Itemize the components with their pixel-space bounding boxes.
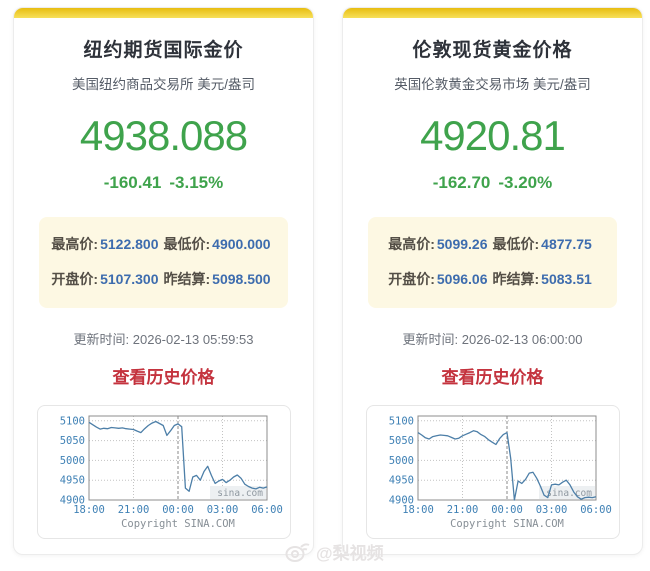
high-label: 最高价:	[388, 236, 435, 253]
svg-text:sina.com: sina.com	[217, 488, 263, 499]
change-percent: -3.15%	[169, 173, 224, 193]
card-subtitle: 英国伦敦黄金交易市场 美元/盎司	[394, 77, 591, 92]
update-time-label: 更新时间:	[402, 332, 459, 348]
view-history-link[interactable]: 查看历史价格	[112, 368, 215, 388]
svg-text:21:00: 21:00	[117, 504, 149, 516]
svg-text:5100: 5100	[388, 416, 413, 428]
svg-text:18:00: 18:00	[73, 504, 105, 516]
prev-settle-label: 昨结算:	[163, 271, 211, 288]
prev-settle-label: 昨结算:	[492, 271, 540, 288]
card-gold-top-bar	[343, 8, 642, 18]
update-time-value: 2026-02-13 06:00:00	[461, 332, 583, 348]
svg-text:sina.com: sina.com	[546, 488, 592, 499]
change-percent: -3.20%	[498, 173, 553, 193]
card-london-spot-gold: 伦敦现货黄金价格 英国伦敦黄金交易市场 美元/盎司 4920.81 -162.7…	[342, 7, 643, 555]
svg-text:4950: 4950	[388, 475, 413, 487]
svg-text:5000: 5000	[388, 455, 413, 467]
update-time: 更新时间: 2026-02-13 06:00:00	[343, 329, 642, 348]
svg-text:06:00: 06:00	[251, 504, 283, 516]
open-label: 开盘价:	[388, 271, 435, 288]
svg-text:00:00: 00:00	[162, 504, 194, 516]
intraday-chart-ny: 5100 5050 5000 4950 4900 18:00 21:00 00:00 03:00…	[36, 405, 291, 540]
stats-row-open-settle: 开盘价: 5096.06 昨结算: 5083.51	[374, 269, 611, 289]
prev-settle-value: 5098.500	[212, 271, 271, 288]
svg-text:5100: 5100	[59, 416, 84, 428]
svg-text:5050: 5050	[388, 435, 413, 447]
price-change: -160.41 -3.15%	[14, 173, 313, 193]
svg-text:5000: 5000	[59, 455, 84, 467]
high-value: 5099.26	[436, 236, 488, 253]
stats-row-high-low: 最高价: 5099.26 最低价: 4877.75	[374, 234, 611, 254]
svg-text:4900: 4900	[388, 495, 413, 507]
stats-box: 最高价: 5099.26 最低价: 4877.75 开盘价: 5096.06 昨结算: 50…	[368, 217, 617, 309]
gold-price-page: 纽约期货国际金价 美国纽约商品交易所 美元/盎司 4938.088 -160.4…	[13, 7, 643, 555]
price-change: -162.70 -3.20%	[343, 173, 642, 193]
high-label: 最高价:	[51, 236, 99, 253]
current-price: 4938.088	[79, 112, 248, 159]
stats-row-open-settle: 开盘价: 5107.300 昨结算: 5098.500	[45, 269, 282, 289]
low-value: 4900.000	[212, 236, 271, 253]
update-time-value: 2026-02-13 05:59:53	[132, 332, 254, 348]
svg-text:4950: 4950	[59, 475, 84, 487]
svg-text:Copyright SINA.COM: Copyright SINA.COM	[450, 518, 564, 530]
open-label: 开盘价:	[51, 271, 99, 288]
svg-text:00:00: 00:00	[491, 504, 523, 516]
update-time: 更新时间: 2026-02-13 05:59:53	[14, 329, 313, 348]
current-price: 4920.81	[420, 112, 566, 159]
svg-text:21:00: 21:00	[446, 504, 478, 516]
update-time-label: 更新时间:	[73, 332, 130, 348]
svg-text:03:00: 03:00	[206, 504, 238, 516]
low-value: 4877.75	[541, 236, 592, 253]
prev-settle-value: 5083.51	[541, 271, 592, 288]
card-subtitle: 美国纽约商品交易所 美元/盎司	[71, 77, 255, 92]
svg-text:18:00: 18:00	[402, 504, 434, 516]
card-ny-futures-gold: 纽约期货国际金价 美国纽约商品交易所 美元/盎司 4938.088 -160.4…	[13, 7, 314, 555]
svg-text:5050: 5050	[59, 435, 84, 447]
open-value: 5107.300	[100, 271, 159, 288]
stats-row-high-low: 最高价: 5122.800 最低价: 4900.000	[45, 234, 282, 254]
intraday-chart-london: 5100 5050 5000 4950 4900 18:00 21:00 00:00 03:00…	[365, 405, 620, 540]
svg-text:06:00: 06:00	[580, 504, 612, 516]
open-value: 5096.06	[436, 271, 488, 288]
change-amount: -160.41	[103, 173, 162, 193]
change-amount: -162.70	[432, 173, 491, 193]
svg-text:03:00: 03:00	[535, 504, 567, 516]
svg-text:4900: 4900	[59, 495, 84, 507]
high-value: 5122.800	[100, 236, 159, 253]
view-history-link[interactable]: 查看历史价格	[441, 368, 544, 388]
card-title: 纽约期货国际金价	[83, 40, 244, 61]
stats-box: 最高价: 5122.800 最低价: 4900.000 开盘价: 5107.300 昨结算…	[39, 217, 288, 309]
svg-text:Copyright SINA.COM: Copyright SINA.COM	[121, 518, 235, 530]
low-label: 最低价:	[163, 236, 211, 253]
low-label: 最低价:	[492, 236, 540, 253]
card-title: 伦敦现货黄金价格	[412, 40, 573, 61]
card-gold-top-bar	[14, 8, 313, 18]
